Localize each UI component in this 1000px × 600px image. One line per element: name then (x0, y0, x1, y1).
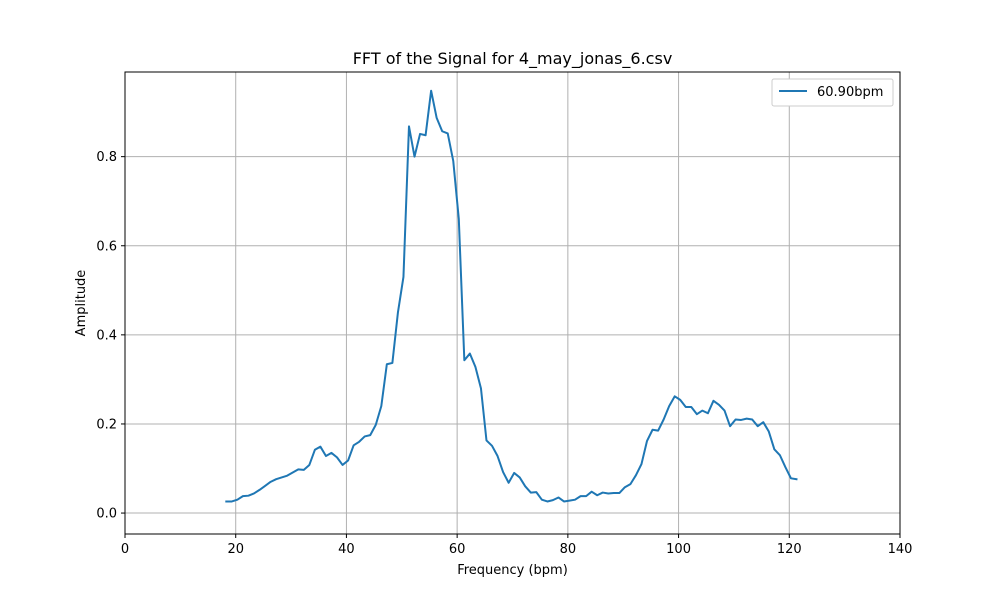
series-layer (225, 89, 798, 503)
y-tick-label: 0.4 (96, 328, 117, 343)
x-axis-label: Frequency (bpm) (457, 563, 568, 578)
y-tick-label: 0.0 (96, 507, 117, 522)
x-tick-label: 60 (449, 542, 466, 557)
x-tick-label: 20 (227, 542, 244, 557)
y-tick-label: 0.8 (96, 150, 117, 165)
legend: 60.90bpm (771, 78, 894, 107)
tick-layer: 0 20 40 60 80 100 120 140 0.0 0.2 0.4 0.6 0.8 (96, 150, 912, 557)
series-line-60.90bpm (225, 89, 798, 503)
x-tick-label: 80 (560, 542, 577, 557)
y-tick-label: 0.2 (96, 417, 117, 432)
plot-area-frame (124, 71, 901, 535)
chart-title: FFT of the Signal for 4_may_jonas_6.csv (353, 49, 673, 69)
legend-box (771, 78, 894, 107)
x-tick-label: 100 (666, 542, 691, 557)
legend-label: 60.90bpm (817, 85, 883, 100)
x-tick-label: 0 (121, 542, 129, 557)
x-tick-label: 120 (777, 542, 802, 557)
x-tick-label: 140 (888, 542, 913, 557)
x-tick-label: 40 (338, 542, 355, 557)
y-axis-label: Amplitude (74, 270, 89, 337)
y-tick-label: 0.6 (96, 239, 117, 254)
